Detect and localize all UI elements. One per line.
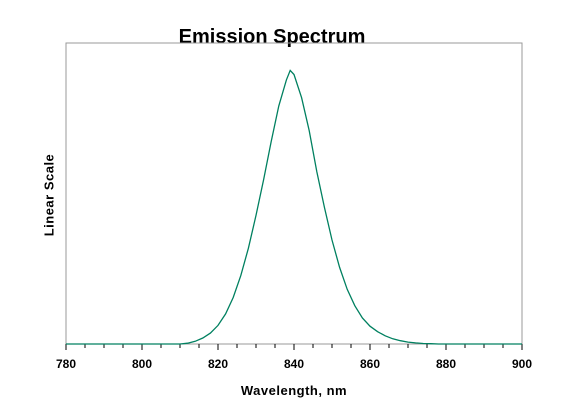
series-line bbox=[66, 69, 522, 345]
x-tick-label: 860 bbox=[360, 357, 380, 371]
x-axis-label: Wavelength, nm bbox=[240, 383, 348, 398]
x-tick-label: 900 bbox=[512, 357, 532, 371]
x-tick-label: 880 bbox=[436, 357, 456, 371]
x-tick-label: 820 bbox=[208, 357, 228, 371]
x-tick-label: 800 bbox=[132, 357, 152, 371]
x-tick-label: 780 bbox=[56, 357, 76, 371]
plot-frame bbox=[65, 42, 523, 345]
x-axis: 780 800 820 840 860 880 900 bbox=[56, 344, 532, 371]
x-tick-label: 840 bbox=[284, 357, 304, 371]
